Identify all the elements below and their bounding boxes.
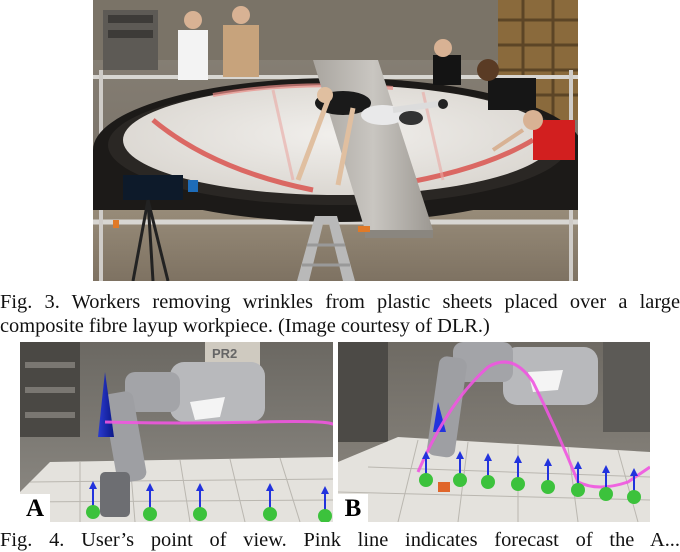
figure-3-caption-line-2: composite fibre layup workpiece. (Image … xyxy=(0,315,490,337)
pr2-label: PR2 xyxy=(212,346,237,361)
figure-4-caption: Fig. 4. User’s point of view. Pink line … xyxy=(0,529,680,551)
panel-b-label: B xyxy=(338,494,368,522)
figure-4-panel-b: B xyxy=(338,342,650,522)
figure-3-caption-line-1: Fig. 3. Workers removing wrinkles from p… xyxy=(0,291,680,313)
panel-a-label: A xyxy=(20,494,50,522)
figure-3-photo xyxy=(93,0,578,281)
figure-4-panel-a: PR2 xyxy=(20,342,333,522)
